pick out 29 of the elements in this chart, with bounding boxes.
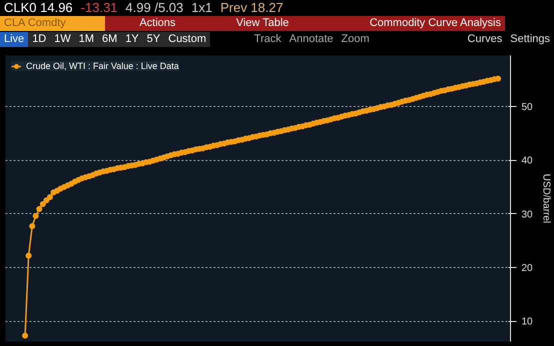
- text: Curves: [466, 32, 504, 47]
- text: -13.31: [80, 0, 119, 15]
- text: View Table: [210, 16, 315, 31]
- text: Zoom: [340, 32, 370, 47]
- y-tick-label: 10: [522, 316, 534, 328]
- text: Settings: [509, 32, 551, 47]
- text: Actions: [105, 16, 210, 31]
- y-tick-label: 50: [522, 102, 534, 113]
- text: Prev 18.27: [219, 0, 284, 15]
- text: 5Y: [142, 32, 164, 47]
- text: Track: [253, 32, 282, 47]
- y-tick-label: 30: [522, 209, 534, 220]
- text: Commodity Curve Analysis: [315, 16, 505, 31]
- text: Annotate: [288, 32, 334, 47]
- text: 1x1: [190, 0, 214, 15]
- text: CLK0 14.96: [3, 0, 74, 15]
- text: 1M: [74, 32, 98, 47]
- text: 1Y: [121, 32, 143, 47]
- text: Live: [0, 32, 28, 47]
- text: 1D: [28, 32, 50, 47]
- text: CLA Comdty: [0, 16, 105, 31]
- text: Custom: [164, 32, 210, 47]
- y-axis-title: USD/barrel: [540, 174, 552, 224]
- text: 6M: [98, 32, 122, 47]
- text: 4.99 /5.03: [124, 0, 184, 15]
- y-tick-label: 40: [522, 156, 534, 167]
- legend-label: Crude Oil, WTI : Fair Value : Live Data: [26, 61, 179, 71]
- text: 1W: [50, 32, 75, 47]
- y-tick-label: 20: [522, 262, 534, 274]
